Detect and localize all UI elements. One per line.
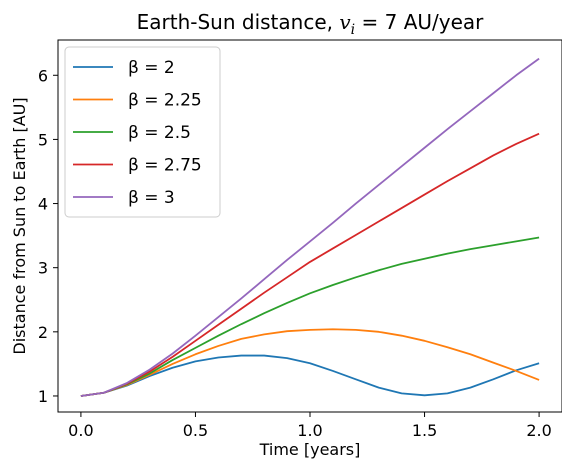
series-line-1 [80,354,540,397]
legend-label-3: β = 2.5 [128,123,191,143]
y-tick-label: 4 [38,195,48,214]
series-line-5 [80,57,540,397]
y-tick-label: 5 [38,130,48,149]
legend-label-5: β = 3 [128,188,175,208]
y-axis-label: Distance from Sun to Earth [AU] [10,97,29,354]
chart-title: Earth-Sun distance, vi = 7 AU/year [137,10,485,38]
x-tick-label: 2.0 [526,421,551,440]
legend-label-1: β = 2 [128,58,175,78]
chart-title-suffix: = 7 AU/year [355,10,484,34]
legend-label-4: β = 2.75 [128,156,202,176]
legend-label-2: β = 2.25 [128,91,202,111]
chart-title-var: v [339,10,351,34]
chart-title-prefix: Earth-Sun distance, [137,10,340,34]
y-axis: 1 2 3 4 5 6 [38,66,58,406]
series-line-2 [80,328,540,397]
series-layer [80,57,540,397]
legend-box [64,46,221,218]
x-tick-label: 1.5 [412,421,437,440]
legend: β = 2 β = 2.25 β = 2.5 β = 2.75 β = 3 [64,46,221,218]
y-tick-label: 3 [38,259,48,278]
series-line-3 [80,236,540,397]
x-tick-label: 0.0 [68,421,93,440]
x-axis: 0.0 0.5 1.0 1.5 2.0 [68,412,552,440]
chart-title-sub: i [351,22,355,38]
x-tick-label: 0.5 [183,421,208,440]
x-tick-label: 1.0 [297,421,322,440]
series-line-4 [80,132,540,397]
x-axis-label: Time [years] [259,440,361,459]
y-tick-label: 1 [38,387,48,406]
y-tick-label: 6 [38,66,48,85]
y-tick-label: 2 [38,323,48,342]
